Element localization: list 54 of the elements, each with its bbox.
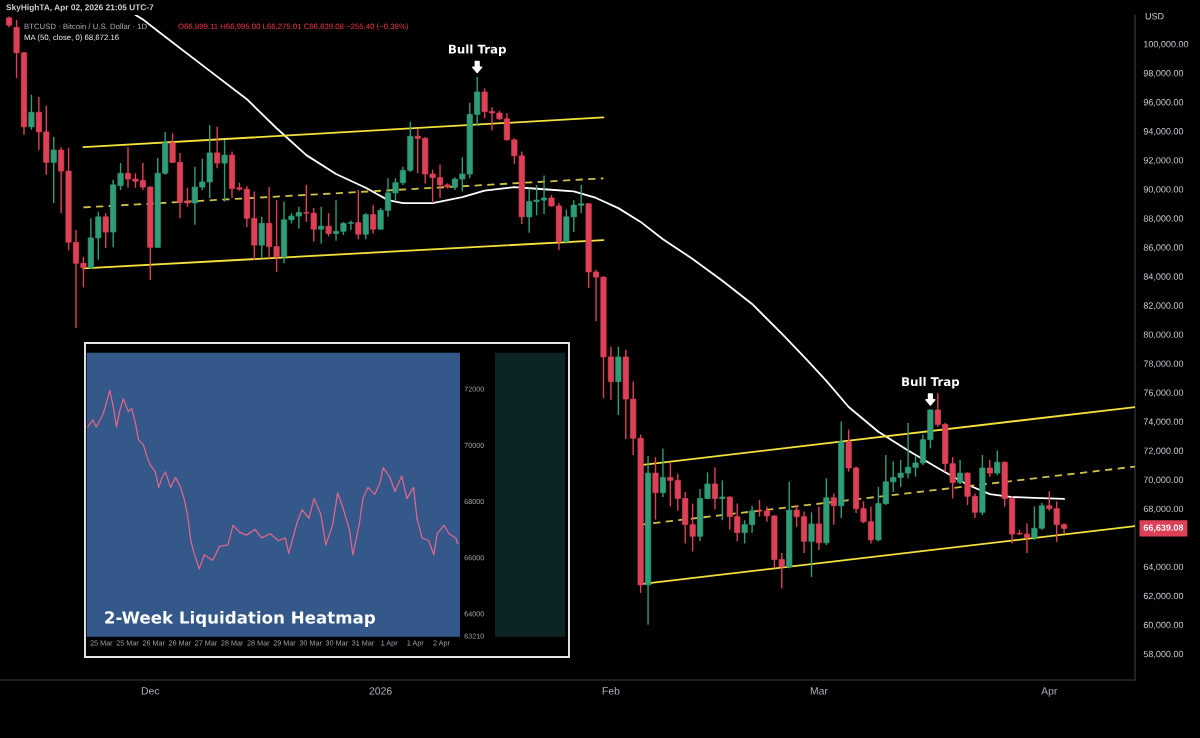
y-tick-label: 62,000.00	[1143, 592, 1184, 601]
x-tick-label: 2026	[369, 687, 392, 695]
text: 2-Week Liquidation Heatmap	[105, 610, 375, 628]
candlestick	[370, 204, 377, 235]
candlestick	[214, 126, 221, 169]
text: SkyHighTA, Apr 02, 2026 21:05 UTC-7	[6, 4, 154, 12]
candlestick	[221, 139, 228, 203]
y-tick-label: 58,000.00	[1143, 650, 1184, 659]
candlestick	[830, 492, 837, 526]
candlestick	[325, 212, 332, 238]
y-tick-label: 86,000.00	[1143, 244, 1184, 252]
y-tick-label: 82,000.00	[1143, 302, 1184, 310]
y-tick-label: 64,000.00	[1143, 563, 1184, 572]
candlestick	[659, 447, 666, 498]
y-axis-title: USD	[1145, 13, 1164, 20]
candlestick	[102, 212, 109, 249]
candlestick	[719, 479, 726, 521]
candlestick	[28, 94, 35, 131]
y-tick-label: 84,000.00	[1143, 273, 1184, 281]
y-tick-label: 72,000.00	[1143, 447, 1184, 456]
candlestick	[318, 205, 325, 245]
y-tick-label: 88,000.00	[1143, 215, 1184, 223]
y-tick-label: 100,000.00	[1144, 41, 1189, 49]
x-tick-label: Apr	[1041, 687, 1058, 697]
text: 66,639.08	[1143, 524, 1184, 533]
line-series	[87, 389, 459, 570]
y-tick-label: 92,000.00	[1143, 157, 1184, 165]
y-tick-label: 60,000.00	[1143, 621, 1184, 630]
y-tick-label: 68,000.00	[1143, 505, 1184, 514]
candlestick	[711, 466, 718, 511]
candlestick	[957, 459, 964, 485]
x-tick-label: Dec	[141, 687, 160, 695]
candlestick	[355, 189, 362, 241]
y-tick-label: 96,000.00	[1143, 99, 1184, 107]
y-tick-label: 70,000.00	[1143, 476, 1184, 485]
y-tick-label: 80,000.00	[1143, 331, 1184, 339]
candlestick	[808, 511, 815, 578]
y-tick-label: 78,000.00	[1143, 360, 1184, 368]
candlestick	[994, 449, 1001, 476]
candlestick	[815, 505, 822, 551]
candlestick	[362, 212, 369, 241]
candlestick	[50, 136, 57, 204]
y-tick-label: 74,000.00	[1143, 418, 1184, 426]
y-tick-label: 98,000.00	[1143, 70, 1184, 78]
y-tick-label: 90,000.00	[1143, 186, 1184, 194]
x-tick-label: Feb	[602, 686, 620, 695]
y-tick-label: 76,000.00	[1143, 389, 1184, 397]
line-series	[134, 15, 1066, 500]
annotation: Bull Trap	[902, 376, 960, 389]
y-tick-label: 94,000.00	[1143, 128, 1184, 136]
annotation: Bull Trap	[448, 44, 506, 56]
candlestick	[652, 456, 659, 521]
candlestick	[258, 216, 265, 259]
x-tick-label: Mar	[810, 687, 828, 695]
